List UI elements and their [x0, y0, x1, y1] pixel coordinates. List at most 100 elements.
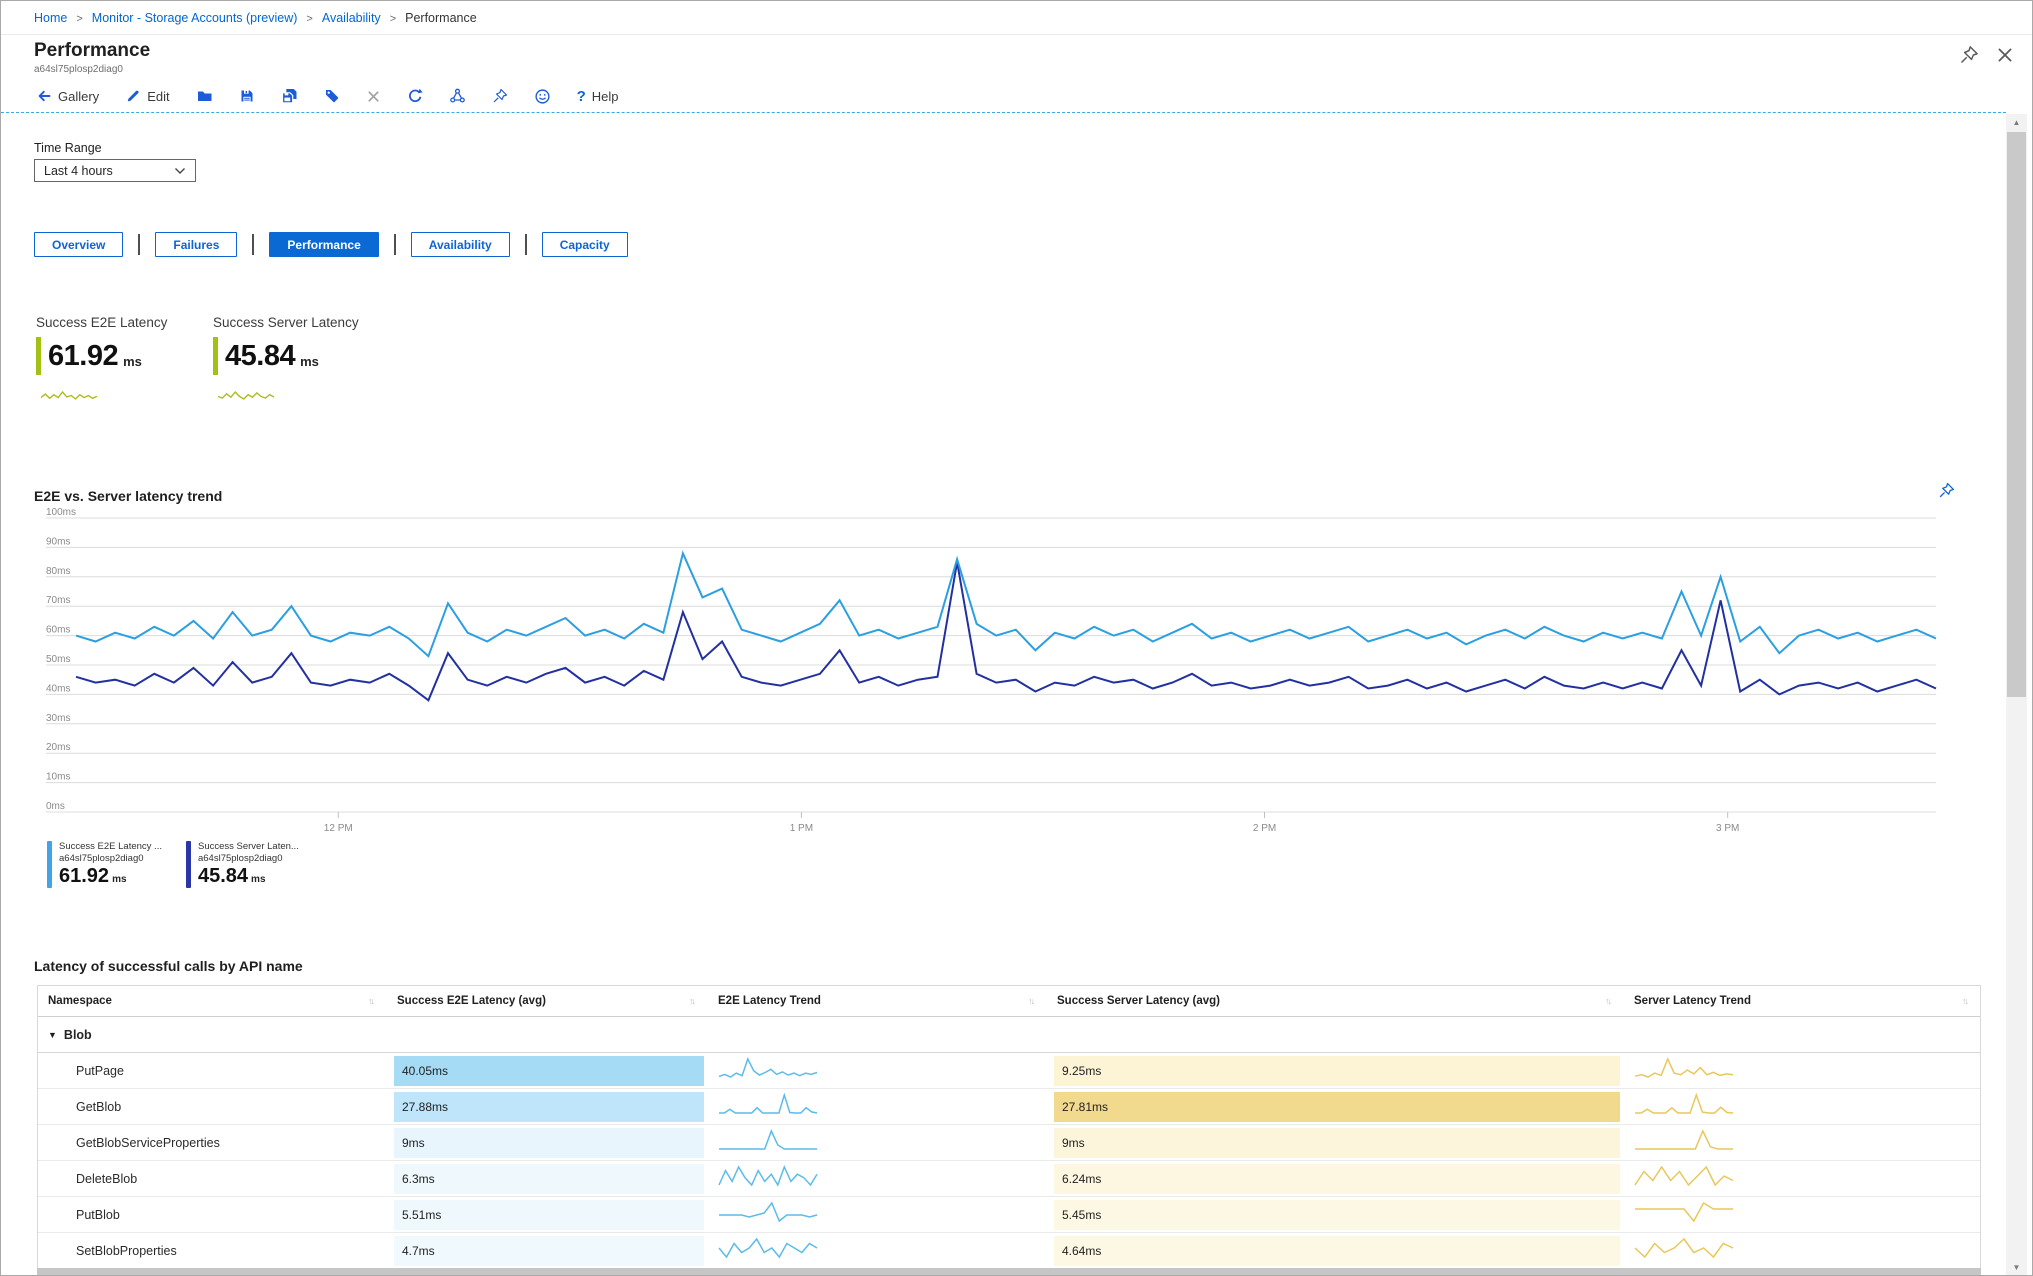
vertical-scrollbar[interactable]: ▲ ▼ [2006, 114, 2027, 1275]
page-title: Performance [34, 40, 151, 61]
table-title: Latency of successful calls by API name [34, 958, 303, 974]
metric-sparkline [40, 388, 206, 406]
tab-performance[interactable]: Performance [269, 232, 379, 257]
column-header-label: Namespace [48, 995, 112, 1007]
scroll-up-icon[interactable]: ▲ [2012, 118, 2021, 127]
table-row[interactable]: GetBlobServiceProperties 9ms 9ms [38, 1125, 1980, 1161]
close-workbook-icon[interactable] [1995, 45, 2015, 65]
api-name: PutPage [76, 1063, 124, 1078]
metric-tile[interactable]: Success Server Latency 45.84 ms [213, 315, 383, 406]
table-row[interactable]: SetBlobProperties 4.7ms 4.64ms [38, 1233, 1980, 1269]
breadcrumb-link[interactable]: Availability [321, 11, 381, 25]
server-trend-cell [1624, 1237, 1981, 1264]
server-latency-cell: 5.45ms [1054, 1199, 1620, 1230]
legend-item[interactable]: Success Server Laten... a64sl75plosp2diag… [185, 841, 299, 888]
save-icon [239, 88, 255, 104]
e2e-trend-sparkline [718, 1237, 818, 1259]
svg-text:10ms: 10ms [46, 772, 70, 783]
svg-text:2 PM: 2 PM [1253, 823, 1276, 834]
table-row[interactable]: PutPage 40.05ms 9.25ms [38, 1053, 1980, 1089]
e2e-latency-cell: 6.3ms [394, 1163, 704, 1194]
column-header-label: Server Latency Trend [1634, 995, 1751, 1007]
e2e-trend-sparkline [718, 1165, 818, 1187]
page-header: Performance a64sl75plosp2diag0 [1, 35, 2032, 79]
group-row-blob[interactable]: ▼ Blob [38, 1017, 1980, 1053]
column-header-success-e2e-latency-avg-[interactable]: Success E2E Latency (avg) ↑↓ [387, 995, 708, 1007]
toolbar-save-all-icon[interactable] [268, 80, 311, 112]
toolbar-label: Edit [147, 88, 170, 104]
api-name: PutBlob [76, 1207, 120, 1222]
tab-failures[interactable]: Failures [155, 232, 238, 257]
table-row[interactable]: GetBlob 27.88ms 27.81ms [38, 1089, 1980, 1125]
server-latency-cell: 9ms [1054, 1127, 1620, 1158]
time-range-value: Last 4 hours [44, 163, 113, 178]
metric-accent-bar [36, 337, 41, 375]
toolbar-back-button[interactable]: Gallery [23, 80, 112, 112]
tab-capacity[interactable]: Capacity [541, 232, 628, 257]
toolbar-help-button[interactable]: ? Help [564, 80, 632, 112]
toolbar-refresh-icon[interactable] [394, 80, 436, 112]
sort-icon[interactable]: ↑↓ [1028, 996, 1035, 1006]
time-range-label: Time Range [34, 141, 102, 155]
svg-text:70ms: 70ms [46, 595, 70, 606]
column-header-e2e-latency-trend[interactable]: E2E Latency Trend ↑↓ [708, 995, 1047, 1007]
chart-legend: Success E2E Latency ... a64sl75plosp2diag… [47, 841, 299, 888]
legend-item[interactable]: Success E2E Latency ... a64sl75plosp2diag… [47, 841, 162, 888]
svg-text:3 PM: 3 PM [1716, 823, 1739, 834]
table-row[interactable]: PutBlob 5.51ms 5.45ms [38, 1197, 1980, 1233]
back-icon [36, 88, 52, 104]
toolbar-close-icon[interactable] [353, 80, 394, 112]
column-header-server-latency-trend[interactable]: Server Latency Trend ↑↓ [1624, 995, 1981, 1007]
metric-tile[interactable]: Success E2E Latency 61.92 ms [36, 315, 206, 406]
tab-overview[interactable]: Overview [34, 232, 124, 257]
legend-swatch [47, 841, 52, 888]
column-header-success-server-latency-avg-[interactable]: Success Server Latency (avg) ↑↓ [1047, 995, 1624, 1007]
server-trend-sparkline [1635, 1201, 1733, 1223]
tab-availability[interactable]: Availability [410, 232, 510, 257]
toolbar-tag-icon[interactable] [311, 80, 353, 112]
svg-text:80ms: 80ms [46, 566, 70, 577]
sort-icon[interactable]: ↑↓ [368, 996, 375, 1006]
server-trend-cell [1624, 1165, 1981, 1192]
column-header-label: E2E Latency Trend [718, 995, 821, 1007]
e2e-latency-cell: 5.51ms [394, 1199, 704, 1230]
scrollbar-thumb[interactable] [2007, 132, 2026, 697]
table-header: Namespace ↑↓ Success E2E Latency (avg) ↑↓ E2… [38, 986, 1980, 1017]
toolbar-pencil-button[interactable]: Edit [112, 80, 182, 112]
svg-text:60ms: 60ms [46, 625, 70, 636]
e2e-trend-sparkline [719, 1129, 817, 1150]
toolbar-smiley-icon[interactable] [521, 80, 564, 112]
sort-icon[interactable]: ↑↓ [1962, 996, 1969, 1006]
breadcrumb-link[interactable]: Monitor - Storage Accounts (preview) [91, 11, 298, 25]
svg-text:1 PM: 1 PM [790, 823, 813, 834]
close-icon [366, 89, 381, 104]
share-icon [449, 88, 466, 104]
sort-icon[interactable]: ↑↓ [689, 996, 696, 1006]
toolbar-share-icon[interactable] [436, 80, 479, 112]
metric-label: Success Server Latency [213, 315, 359, 330]
pin-workbook-icon[interactable] [1959, 45, 1979, 65]
horizontal-scrollbar[interactable] [37, 1268, 1981, 1275]
legend-resource-name: a64sl75plosp2diag0 [197, 853, 283, 864]
time-range-select[interactable]: Last 4 hours [34, 159, 196, 182]
toolbar-folder-icon[interactable] [183, 80, 226, 112]
e2e-trend-sparkline [718, 1057, 818, 1078]
latency-trend-chart[interactable]: 100ms 90ms 80ms 70ms 60ms 50ms 40ms 30ms 20ms 10m… [41, 501, 1946, 841]
toolbar-pin-icon[interactable] [479, 80, 521, 112]
server-trend-sparkline [1635, 1092, 1734, 1114]
metric-value: 45.84 [225, 339, 296, 372]
sort-icon[interactable]: ↑↓ [1605, 996, 1612, 1006]
column-header-namespace[interactable]: Namespace ↑↓ [38, 995, 387, 1007]
e2e-latency-cell: 9ms [394, 1127, 704, 1158]
tab-separator [393, 234, 396, 255]
toolbar-save-icon[interactable] [226, 80, 268, 112]
svg-text:12 PM: 12 PM [324, 823, 353, 834]
help-icon: ? [576, 87, 586, 105]
metric-accent-bar [213, 337, 218, 375]
pin-chart-icon[interactable] [1938, 482, 1955, 504]
e2e-latency-cell: 27.88ms [394, 1091, 704, 1122]
breadcrumb-link[interactable]: Home [34, 11, 68, 25]
metric-label: Success E2E Latency [36, 315, 168, 330]
table-row[interactable]: DeleteBlob 6.3ms 6.24ms [38, 1161, 1980, 1197]
scroll-down-icon[interactable]: ▼ [2012, 1263, 2021, 1272]
